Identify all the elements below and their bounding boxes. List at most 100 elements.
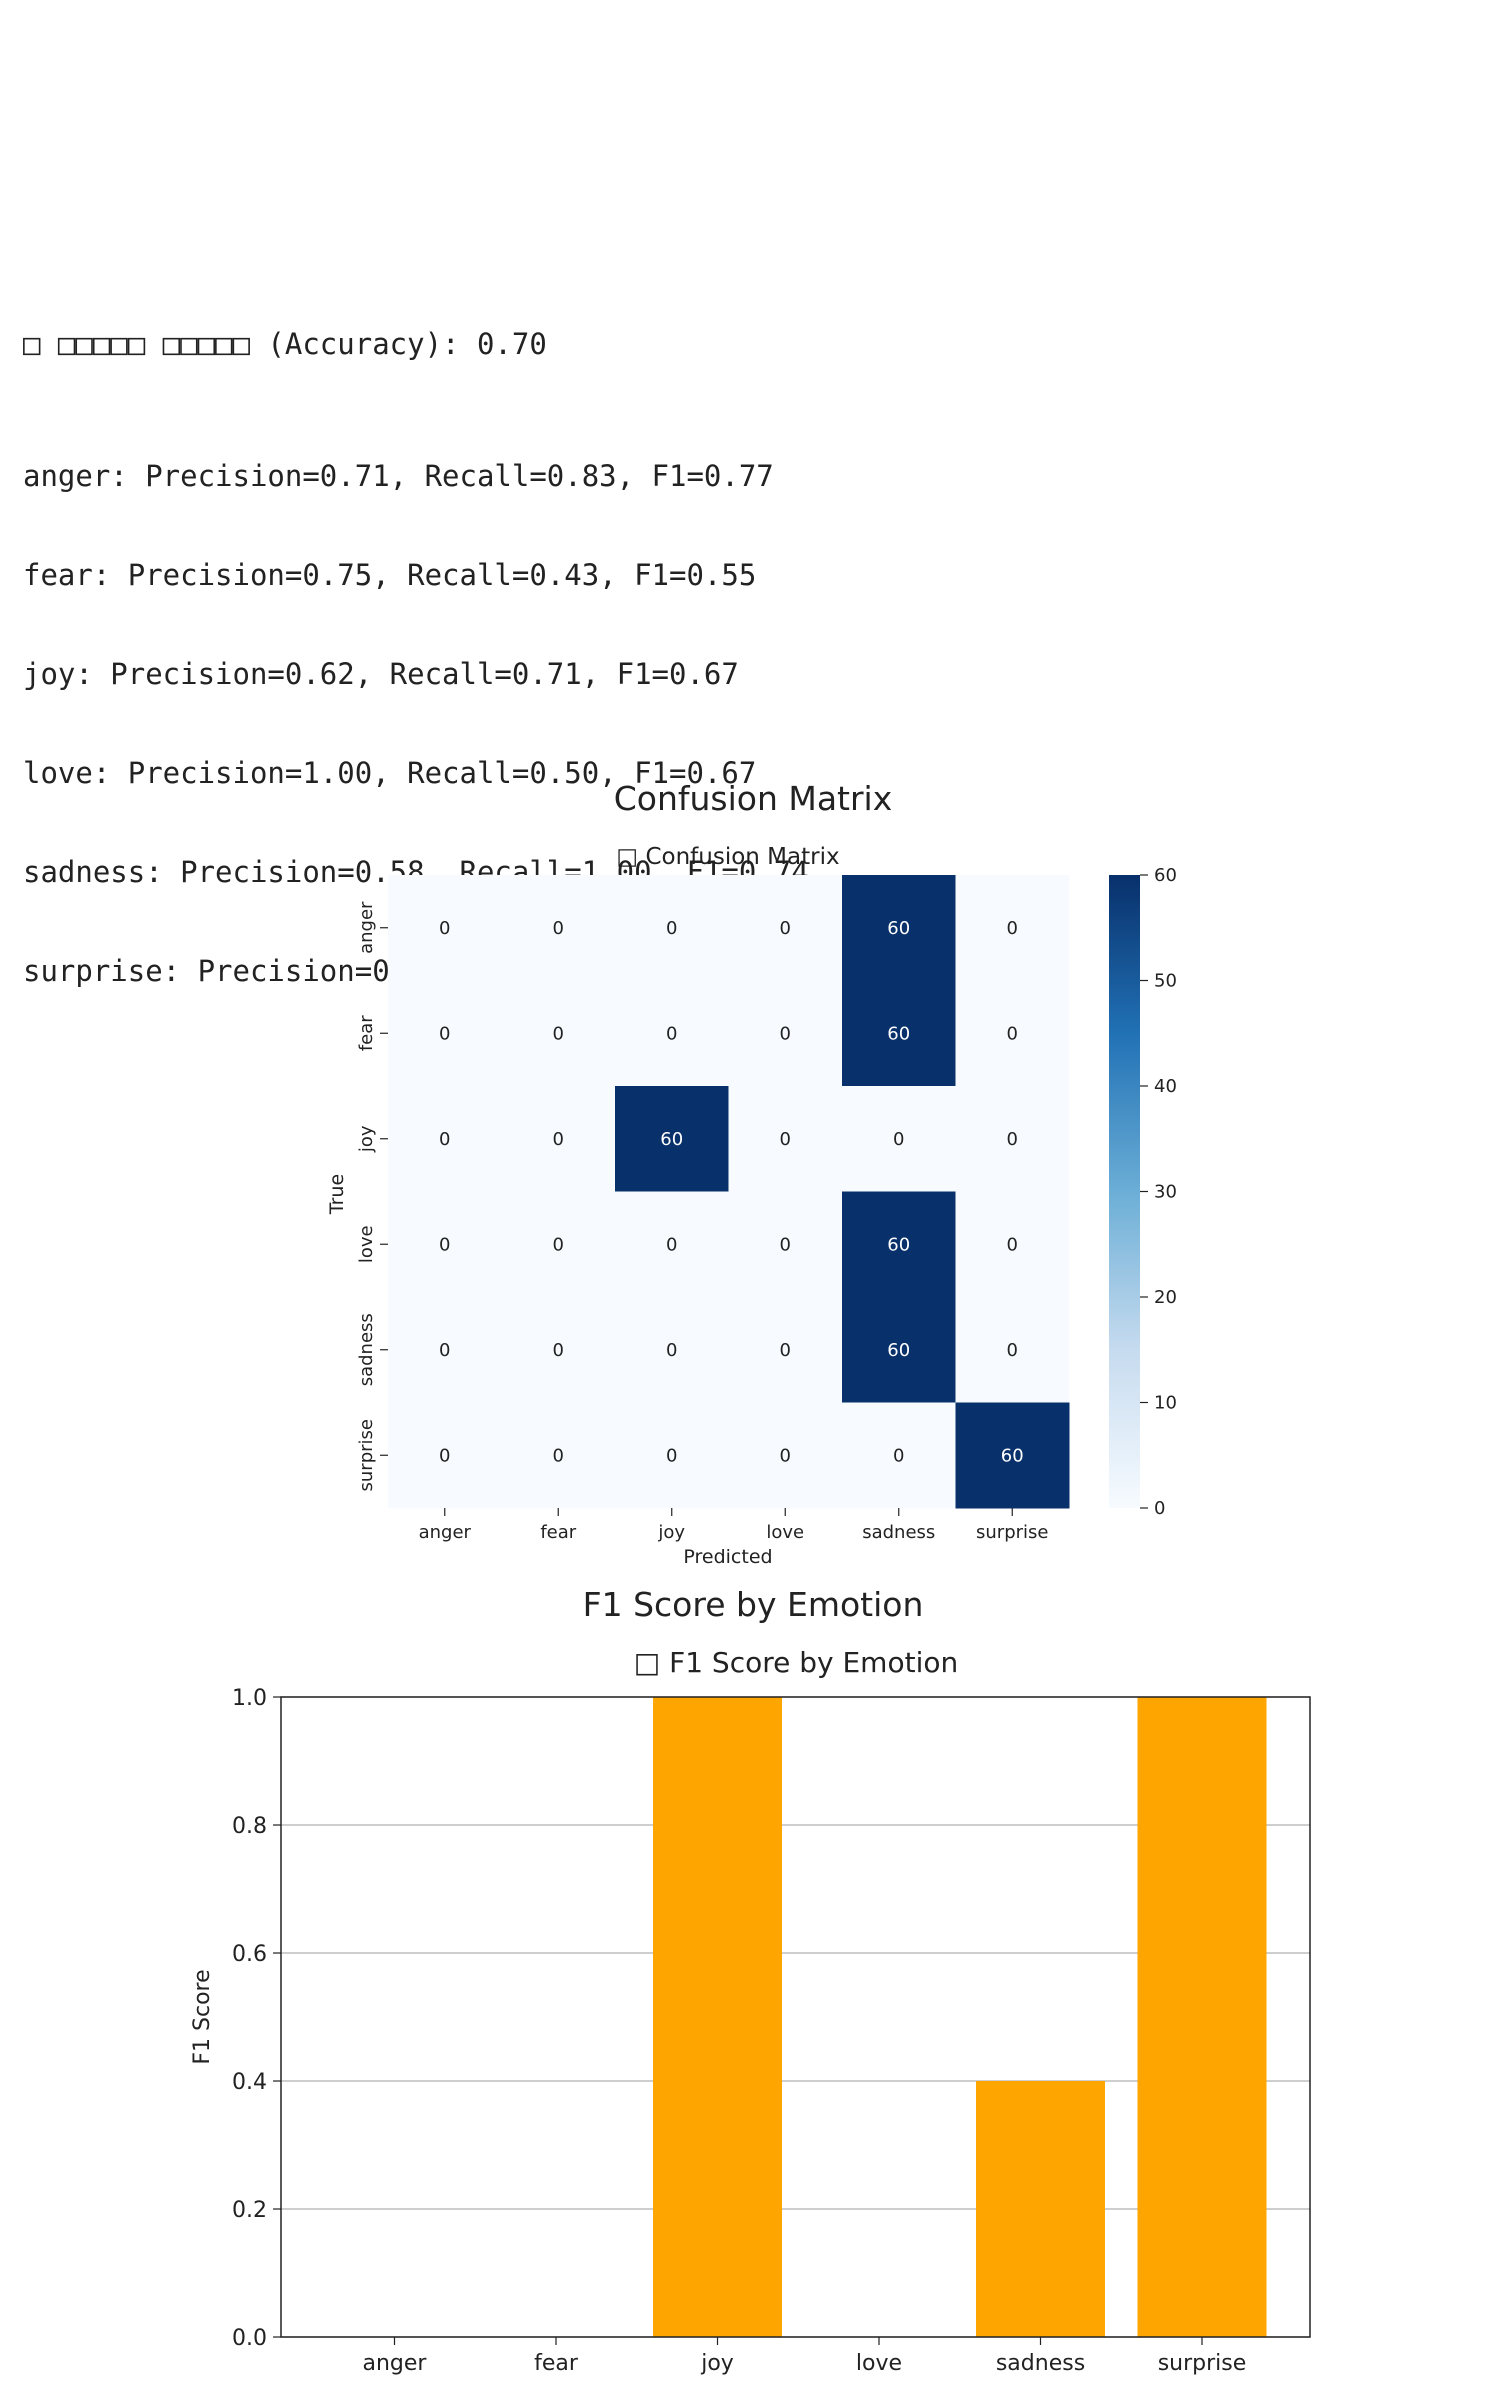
cm-cell-value: 0 <box>1007 918 1018 939</box>
cm-cell <box>842 1191 956 1298</box>
cm-xtick-label: love <box>766 1522 804 1543</box>
cm-cell-value: 0 <box>893 1129 904 1150</box>
cm-xtick-label: sadness <box>862 1522 935 1543</box>
cm-cell-value: 0 <box>780 1023 791 1044</box>
f1-bar-chart: F1 Score by Emotion □ F1 Score by Emotio… <box>190 1585 1311 2376</box>
y-tick-label: 0.0 <box>232 2326 267 2351</box>
bar-joy <box>653 1697 782 2337</box>
cm-cell-value: 0 <box>893 1445 904 1466</box>
cm-cell <box>388 1402 502 1509</box>
cm-cell <box>615 1191 729 1298</box>
cm-cell <box>501 980 616 1087</box>
colorbar-tick-label: 0 <box>1154 1498 1165 1519</box>
cm-ytick-label: love <box>356 1225 377 1263</box>
cm-cell <box>955 1191 1070 1298</box>
colorbar-tick-label: 30 <box>1154 1182 1177 1203</box>
cm-xlabel: Predicted <box>683 1546 772 1568</box>
cm-cell-value: 0 <box>439 1234 450 1255</box>
cm-cell-value: 0 <box>780 1129 791 1150</box>
x-tick-label: anger <box>363 2351 428 2376</box>
cm-cell <box>615 1086 729 1192</box>
cm-cell <box>501 1297 616 1403</box>
cm-cell-value: 0 <box>553 1129 564 1150</box>
cm-cell <box>615 1297 729 1403</box>
cm-cell <box>842 1297 956 1403</box>
cm-cell <box>615 1402 729 1509</box>
cm-cell-value: 60 <box>887 918 910 939</box>
bar-sadness <box>976 2081 1105 2337</box>
cm-cell-value: 0 <box>666 1234 677 1255</box>
cm-cell-value: 0 <box>780 1340 791 1361</box>
cm-cell <box>728 1297 843 1403</box>
cm-ytick-label: fear <box>356 1015 377 1051</box>
plot-frame <box>280 1696 1311 2338</box>
cm-cell <box>955 980 1070 1087</box>
cm-cell-value: 60 <box>887 1234 910 1255</box>
cm-cell <box>955 875 1070 981</box>
cm-xtick-label: fear <box>540 1522 576 1543</box>
bar-ylabel: F1 Score <box>190 1969 215 2064</box>
cm-cell <box>955 1086 1070 1192</box>
cm-xtick-label: surprise <box>976 1522 1048 1543</box>
cm-cell-value: 0 <box>553 1340 564 1361</box>
cm-cell <box>615 980 729 1087</box>
cm-cell-value: 0 <box>666 1445 677 1466</box>
cm-cell-value: 60 <box>1001 1445 1024 1466</box>
cm-cell-value: 0 <box>1007 1023 1018 1044</box>
cm-cell-value: 0 <box>553 918 564 939</box>
cm-cell-value: 0 <box>780 1445 791 1466</box>
cm-cell <box>842 1086 956 1192</box>
cm-xtick-label: anger <box>419 1522 472 1543</box>
cm-cell <box>388 980 502 1087</box>
bar-subtitle: □ F1 Score by Emotion <box>634 1646 958 1679</box>
y-tick-label: 0.2 <box>232 2198 267 2223</box>
cm-cell-value: 0 <box>666 1023 677 1044</box>
cm-cell-value: 60 <box>660 1129 683 1150</box>
cm-cell-value: 0 <box>553 1445 564 1466</box>
cm-cell <box>388 875 502 981</box>
cm-ytick-label: anger <box>356 901 377 954</box>
cm-cell-value: 0 <box>1007 1129 1018 1150</box>
cm-ylabel: True <box>326 1174 348 1215</box>
colorbar-tick-label: 40 <box>1154 1076 1177 1097</box>
cm-cell <box>388 1086 502 1192</box>
cm-cell-value: 0 <box>439 1023 450 1044</box>
cm-cell-value: 60 <box>887 1340 910 1361</box>
accuracy-line: □ □□□□□ □□□□□ (Accuracy): 0.70 <box>23 327 547 361</box>
y-tick-label: 0.4 <box>232 2070 267 2095</box>
cm-cell-value: 0 <box>439 1445 450 1466</box>
cm-ytick-label: sadness <box>356 1313 377 1386</box>
cm-cell-value: 0 <box>439 1340 450 1361</box>
colorbar-tick-label: 10 <box>1154 1393 1177 1414</box>
cm-cell-value: 0 <box>1007 1234 1018 1255</box>
cm-cell <box>388 1297 502 1403</box>
x-tick-label: surprise <box>1158 2351 1247 2376</box>
report-line-joy: joy: Precision=0.62, Recall=0.71, F1=0.6… <box>23 657 739 691</box>
cm-cell <box>728 980 843 1087</box>
colorbar-tick-label: 60 <box>1154 865 1177 886</box>
cm-cell-value: 60 <box>887 1023 910 1044</box>
cm-cell <box>955 1297 1070 1403</box>
y-tick-label: 0.6 <box>232 1942 267 1967</box>
cm-cell <box>728 1086 843 1192</box>
cm-cell <box>728 1402 843 1509</box>
y-tick-label: 1.0 <box>232 1686 267 1711</box>
cm-cell-value: 0 <box>780 1234 791 1255</box>
x-tick-label: fear <box>534 2351 579 2376</box>
cm-cell <box>728 875 843 981</box>
cm-cell <box>501 1086 616 1192</box>
report-line-fear: fear: Precision=0.75, Recall=0.43, F1=0.… <box>23 558 757 592</box>
cm-cell-value: 0 <box>1007 1340 1018 1361</box>
bar-surprise <box>1137 1697 1267 2337</box>
cm-cell <box>955 1402 1070 1509</box>
cm-cell-value: 0 <box>666 918 677 939</box>
colorbar-tick-label: 50 <box>1154 971 1177 992</box>
cm-cell <box>842 875 956 981</box>
cm-cell-value: 0 <box>553 1234 564 1255</box>
cm-cell-value: 0 <box>780 918 791 939</box>
cm-ytick-label: joy <box>356 1125 377 1153</box>
cm-cell <box>615 875 729 981</box>
y-tick-label: 0.8 <box>232 1814 267 1839</box>
cm-xtick-label: joy <box>657 1522 685 1543</box>
cm-cell-value: 0 <box>439 918 450 939</box>
